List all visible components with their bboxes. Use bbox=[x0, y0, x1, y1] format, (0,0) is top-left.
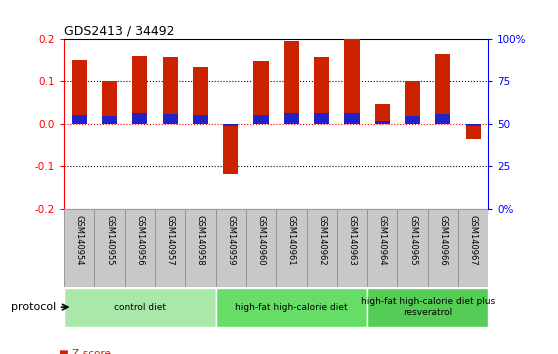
Bar bbox=[367, 287, 488, 327]
Bar bbox=[64, 209, 94, 287]
Bar bbox=[215, 287, 367, 327]
Bar bbox=[155, 209, 185, 287]
Bar bbox=[72, 115, 87, 124]
Bar bbox=[427, 209, 458, 287]
Bar bbox=[306, 209, 337, 287]
Bar bbox=[102, 116, 117, 124]
Text: GSM140958: GSM140958 bbox=[196, 215, 205, 266]
Bar bbox=[435, 114, 450, 124]
Text: GSM140966: GSM140966 bbox=[439, 215, 448, 266]
Bar bbox=[185, 209, 215, 287]
Text: GSM140954: GSM140954 bbox=[75, 215, 84, 266]
Bar bbox=[162, 57, 178, 124]
Bar bbox=[102, 81, 117, 124]
Bar bbox=[125, 209, 155, 287]
Bar bbox=[64, 287, 215, 327]
Bar bbox=[132, 113, 147, 124]
Bar bbox=[344, 39, 359, 124]
Bar bbox=[253, 61, 268, 124]
Bar bbox=[223, 124, 238, 126]
Text: GSM140963: GSM140963 bbox=[348, 215, 357, 266]
Bar bbox=[223, 124, 238, 174]
Bar bbox=[458, 209, 488, 287]
Bar bbox=[374, 121, 390, 124]
Text: GDS2413 / 34492: GDS2413 / 34492 bbox=[64, 25, 175, 38]
Text: ■ Z-score: ■ Z-score bbox=[59, 349, 110, 354]
Text: GSM140961: GSM140961 bbox=[287, 215, 296, 266]
Bar bbox=[344, 113, 359, 124]
Bar bbox=[284, 41, 299, 124]
Bar bbox=[374, 103, 390, 124]
Text: high-fat high-calorie diet: high-fat high-calorie diet bbox=[235, 303, 348, 312]
Bar bbox=[397, 209, 427, 287]
Bar bbox=[465, 124, 480, 126]
Text: high-fat high-calorie diet plus
resveratrol: high-fat high-calorie diet plus resverat… bbox=[360, 297, 495, 317]
Bar bbox=[465, 124, 480, 139]
Text: GSM140960: GSM140960 bbox=[257, 215, 266, 266]
Text: GSM140959: GSM140959 bbox=[227, 215, 235, 266]
Bar bbox=[193, 67, 208, 124]
Text: GSM140957: GSM140957 bbox=[166, 215, 175, 266]
Text: GSM140967: GSM140967 bbox=[469, 215, 478, 266]
Bar bbox=[314, 57, 329, 124]
Bar bbox=[253, 115, 268, 124]
Bar bbox=[284, 113, 299, 124]
Text: GSM140955: GSM140955 bbox=[105, 215, 114, 266]
Bar bbox=[162, 114, 178, 124]
Bar bbox=[314, 113, 329, 124]
Text: control diet: control diet bbox=[114, 303, 166, 312]
Bar bbox=[367, 209, 397, 287]
Bar bbox=[94, 209, 125, 287]
Bar bbox=[276, 209, 306, 287]
Text: GSM140956: GSM140956 bbox=[136, 215, 145, 266]
Bar bbox=[193, 115, 208, 124]
Text: GSM140964: GSM140964 bbox=[378, 215, 387, 266]
Bar bbox=[405, 81, 420, 124]
Bar bbox=[435, 54, 450, 124]
Bar bbox=[132, 56, 147, 124]
Text: GSM140965: GSM140965 bbox=[408, 215, 417, 266]
Bar bbox=[72, 60, 87, 124]
Text: GSM140962: GSM140962 bbox=[317, 215, 326, 266]
Bar bbox=[215, 209, 246, 287]
Bar bbox=[246, 209, 276, 287]
Bar bbox=[405, 116, 420, 124]
Bar bbox=[337, 209, 367, 287]
Text: protocol: protocol bbox=[11, 302, 56, 312]
